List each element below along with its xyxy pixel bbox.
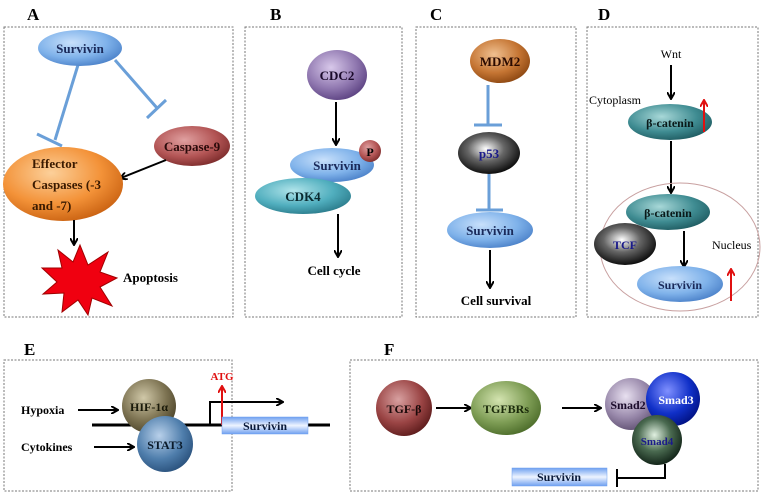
- survivin-node: [637, 266, 723, 302]
- panel-border: [244, 26, 403, 318]
- smad3-node: [646, 372, 700, 426]
- cell-cycle-label: Cell cycle: [307, 263, 360, 278]
- cell-survival-label: Cell survival: [461, 293, 532, 308]
- panel-d: D Wnt Cytoplasm β-catenin β-catenin TCF …: [586, 5, 761, 318]
- effector-label: Caspases (-3: [32, 177, 101, 192]
- tcf-label: TCF: [613, 238, 637, 252]
- smad2-label: Smad2: [610, 398, 645, 412]
- panel-label: D: [598, 5, 610, 24]
- survivin-label: Survivin: [313, 158, 361, 173]
- phosphate-node: [359, 140, 381, 162]
- caspase-9-node: [154, 126, 230, 166]
- panel-a: A Survivin Caspase-9 Effector Caspases (…: [3, 5, 234, 318]
- panel-border: [586, 26, 759, 318]
- smad2-node: [605, 378, 657, 430]
- tcf-node: [594, 223, 656, 265]
- wnt-label: Wnt: [661, 47, 682, 61]
- stat3-label: STAT3: [147, 438, 183, 452]
- survivin-gene-box: [221, 416, 309, 435]
- panel-border: [3, 26, 234, 318]
- panel-border: [349, 359, 759, 492]
- panel-c: C MDM2 p53 Survivin Cell survival: [415, 5, 577, 318]
- p53-node: [458, 132, 520, 174]
- mdm2-label: MDM2: [480, 54, 520, 69]
- beta-catenin-node: [626, 194, 710, 230]
- hif-1a-label: HIF-1α: [130, 400, 168, 414]
- p53-label: p53: [479, 146, 500, 161]
- effector-label: and -7): [32, 198, 71, 213]
- stat3-node: [137, 416, 193, 472]
- panel-label: F: [384, 340, 394, 359]
- survivin-label: Survivin: [466, 223, 514, 238]
- panel-label: C: [430, 5, 442, 24]
- panel-b: B CDC2 Survivin P CDK4 Cell cycle: [244, 5, 403, 318]
- cdc2-node: [307, 50, 367, 100]
- inhibition-line: [113, 59, 159, 109]
- cdk4-label: CDK4: [285, 189, 321, 204]
- cdc2-label: CDC2: [320, 68, 355, 83]
- inhibition-bar: [145, 98, 168, 120]
- atg-label: ATG: [210, 371, 233, 383]
- survivin-node: [290, 148, 374, 182]
- inhibition-line: [617, 464, 666, 479]
- effector-caspases-node: [3, 147, 123, 221]
- smad3-label: Smad3: [658, 393, 693, 407]
- panel-border: [3, 359, 233, 492]
- apoptosis-star-icon: [40, 243, 119, 317]
- beta-catenin-node: [628, 104, 712, 140]
- mdm2-node: [470, 39, 530, 83]
- apoptosis-label: Apoptosis: [123, 270, 178, 285]
- panel-border: [415, 26, 577, 318]
- survivin-label: Survivin: [658, 278, 702, 292]
- panel-f: F TGF-β TGFBRs Smad2 Smad3 Smad4 Survivi…: [349, 340, 759, 492]
- tgf-beta-node: [376, 380, 432, 436]
- inhibition-bar: [36, 132, 63, 148]
- tgfbrs-label: TGFBRs: [483, 402, 529, 416]
- inhibition-line: [53, 64, 80, 141]
- survivin-label: Survivin: [537, 470, 581, 484]
- panel-label: B: [270, 5, 281, 24]
- cdk4-node: [255, 178, 351, 214]
- panel-label: E: [24, 340, 35, 359]
- panel-e: E Hypoxia HIF-1α Cytokines STAT3 ATG Sur…: [3, 340, 330, 492]
- panel-label: A: [27, 5, 40, 24]
- effector-label: Effector: [32, 156, 78, 171]
- transcription-start-arrow: [209, 402, 282, 425]
- phosphate-label: P: [366, 145, 373, 159]
- nucleus-label: Nucleus: [712, 238, 752, 252]
- tgfbrs-node: [471, 381, 541, 435]
- caspase-9-label: Caspase-9: [164, 139, 221, 154]
- survivin-label: Survivin: [243, 419, 287, 433]
- activation-arrow: [121, 159, 167, 178]
- smad4-label: Smad4: [641, 436, 674, 448]
- cytokines-label: Cytokines: [21, 440, 73, 454]
- cytoplasm-label: Cytoplasm: [589, 93, 642, 107]
- hypoxia-label: Hypoxia: [21, 403, 64, 417]
- survivin-label: Survivin: [56, 41, 104, 56]
- beta-catenin-label: β-catenin: [646, 116, 694, 130]
- survivin-node: [38, 30, 122, 66]
- beta-catenin-label: β-catenin: [644, 206, 692, 220]
- survivin-gene-box: [511, 467, 608, 487]
- survivin-node: [447, 212, 533, 248]
- tgf-beta-label: TGF-β: [387, 402, 422, 416]
- smad4-node: [632, 415, 682, 465]
